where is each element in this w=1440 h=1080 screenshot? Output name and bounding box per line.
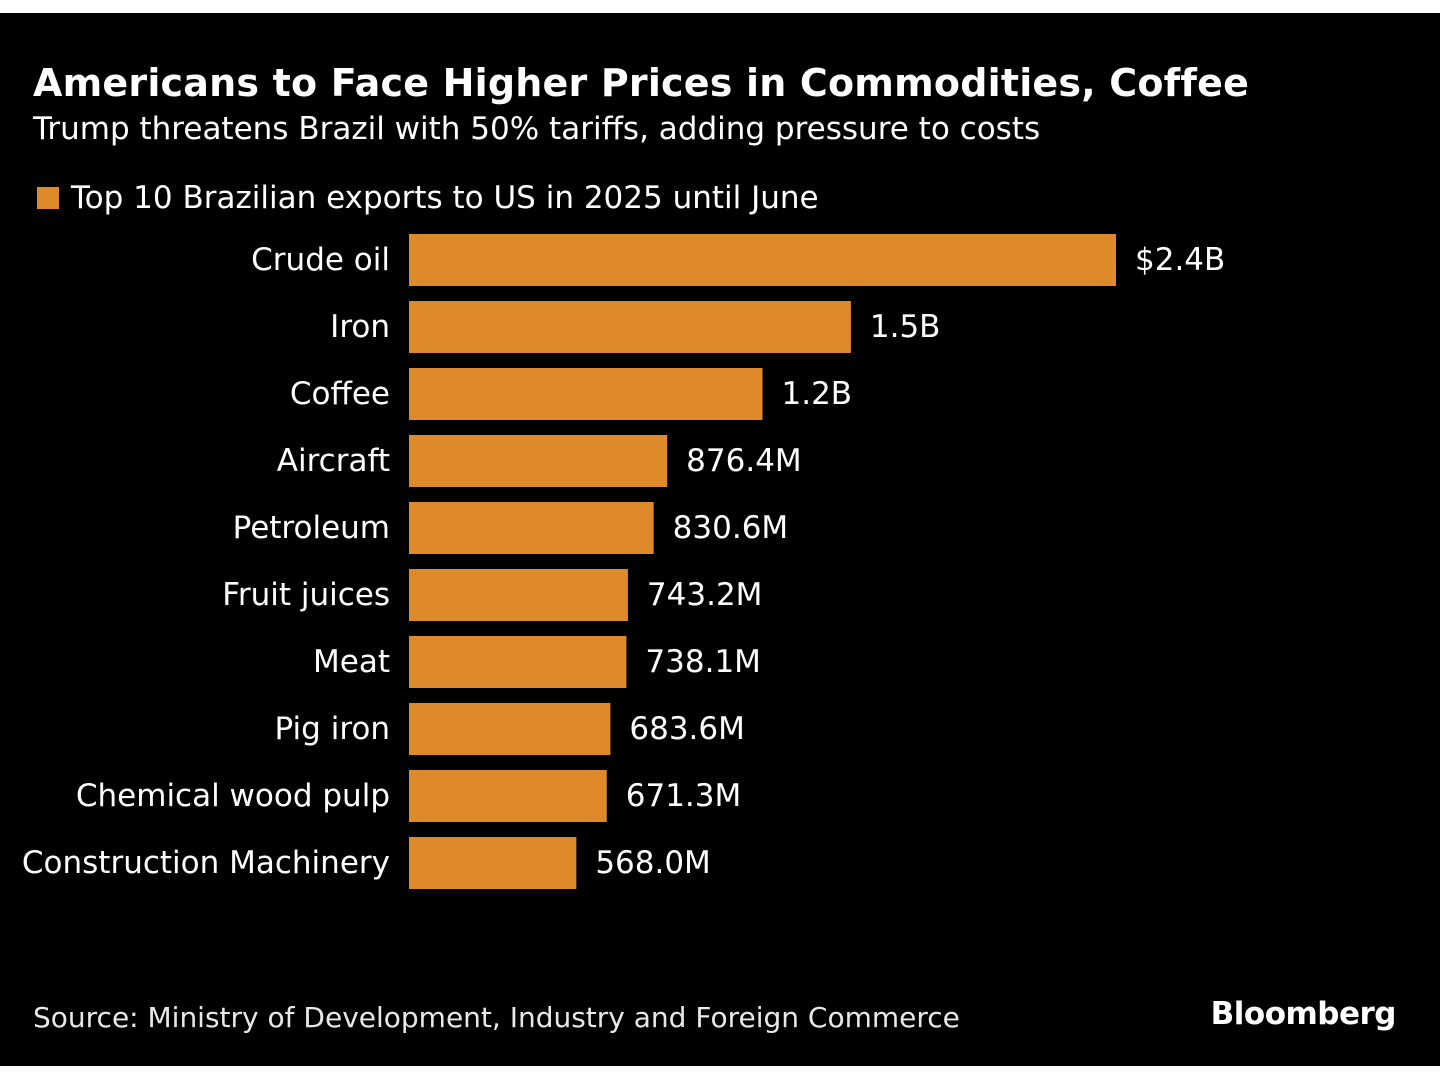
bar-chemical-wood-pulp — [409, 770, 607, 822]
bar-iron — [409, 301, 851, 353]
category-label: Meat — [313, 644, 390, 680]
bar-coffee — [409, 368, 763, 420]
category-label: Construction Machinery — [22, 845, 390, 881]
value-label: $2.4B — [1135, 242, 1225, 278]
category-label: Pig iron — [275, 711, 390, 747]
bar-chart: Crude oil $2.4B Iron 1.5B Coffee 1.2B Aircraft… — [22, 234, 1225, 889]
chart-legend: Top 10 Brazilian exports to US in 2025 u… — [37, 180, 819, 216]
category-label: Petroleum — [233, 510, 390, 546]
value-label: 671.3M — [626, 778, 742, 814]
bar-petroleum — [409, 502, 654, 554]
value-label: 830.6M — [673, 510, 789, 546]
category-label: Crude oil — [251, 242, 390, 278]
bar-aircraft — [409, 435, 668, 487]
category-label: Fruit juices — [222, 577, 390, 613]
category-label: Chemical wood pulp — [76, 778, 390, 814]
value-label: 683.6M — [629, 711, 745, 747]
legend-label: Top 10 Brazilian exports to US in 2025 u… — [71, 180, 819, 216]
chart-frame: Americans to Face Higher Prices in Commo… — [0, 13, 1440, 1066]
category-label: Iron — [330, 309, 390, 345]
bar-meat — [409, 636, 627, 688]
value-label: 1.5B — [870, 309, 941, 345]
value-label: 876.4M — [686, 443, 802, 479]
bar-crude-oil — [409, 234, 1116, 286]
chart-subtitle: Trump threatens Brazil with 50% tariffs,… — [33, 111, 1041, 147]
value-label: 738.1M — [645, 644, 761, 680]
chart-title: Americans to Face Higher Prices in Commo… — [33, 61, 1250, 105]
bar-pig-iron — [409, 703, 611, 755]
bar-construction-machinery — [409, 837, 577, 889]
bar-fruit-juices — [409, 569, 628, 621]
category-label: Aircraft — [277, 443, 390, 479]
value-label: 743.2M — [647, 577, 763, 613]
legend-swatch — [37, 187, 59, 209]
category-label: Coffee — [290, 376, 390, 412]
source-note: Source: Ministry of Development, Industr… — [33, 1001, 960, 1034]
value-label: 568.0M — [595, 845, 711, 881]
bloomberg-logo: Bloomberg — [1210, 996, 1397, 1032]
value-label: 1.2B — [782, 376, 853, 412]
